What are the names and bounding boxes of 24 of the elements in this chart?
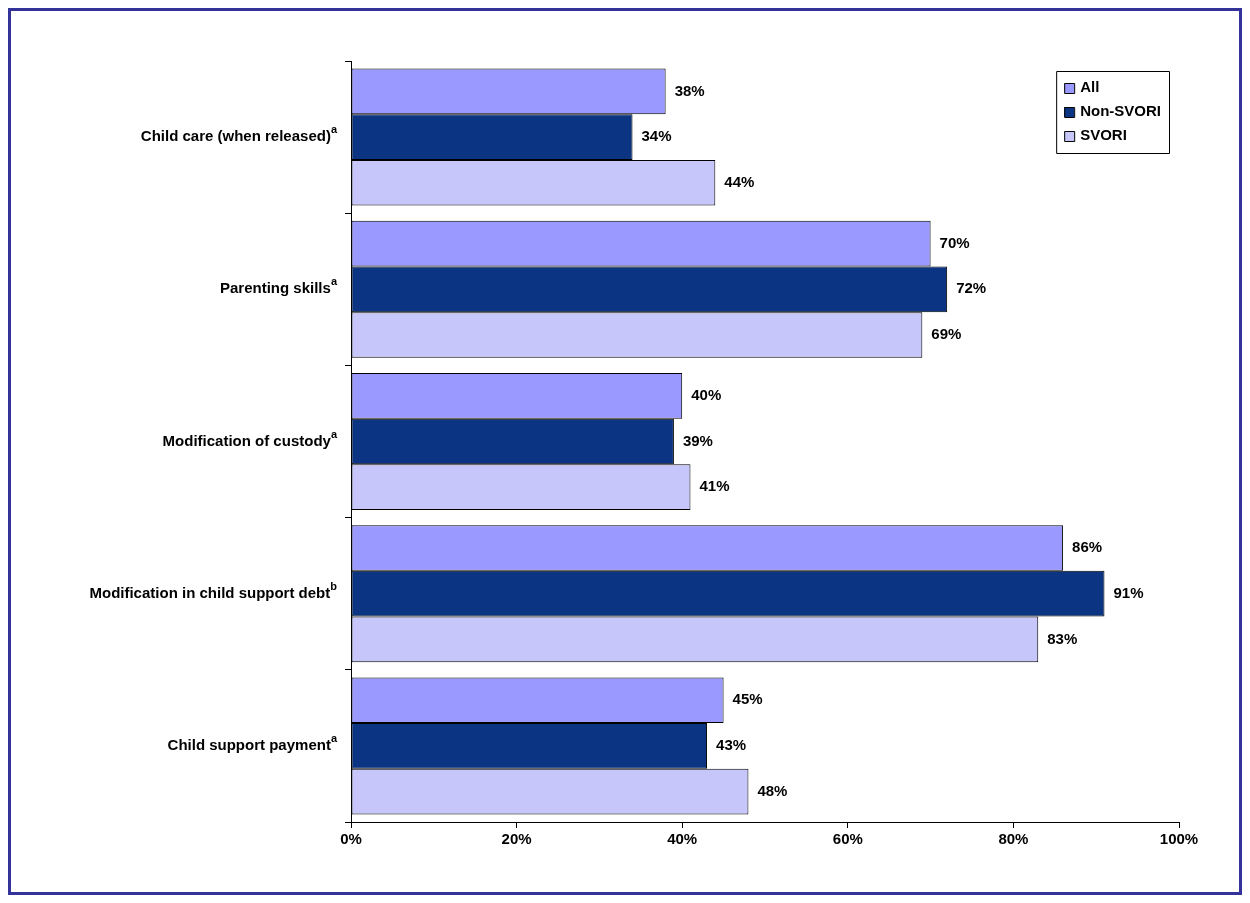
data-label: 86% [1072,538,1103,556]
x-tick-label: 60% [832,830,863,848]
data-label: 83% [1047,629,1078,647]
data-label: 39% [682,431,713,449]
x-tick-label: 80% [998,830,1029,848]
data-label: 38% [674,81,705,99]
data-label: 70% [939,233,970,251]
data-label: 41% [699,477,730,495]
data-label: 44% [724,172,755,190]
x-tick-label: 40% [667,830,698,848]
data-label: 48% [757,781,788,799]
data-label: 45% [732,690,763,708]
x-tick-label: 0% [340,830,362,848]
legend-label: SVORI [1080,126,1127,144]
data-label: 69% [931,325,962,343]
data-label: 72% [956,279,987,297]
legend-label: Non-SVORI [1080,102,1162,120]
legend-label: All [1080,78,1100,96]
data-label: 40% [691,385,722,403]
data-label: 91% [1113,583,1144,601]
data-label: 34% [641,127,672,145]
x-tick-label: 20% [501,830,532,848]
x-tick-label: 100% [1159,830,1199,848]
data-label: 43% [716,736,747,754]
